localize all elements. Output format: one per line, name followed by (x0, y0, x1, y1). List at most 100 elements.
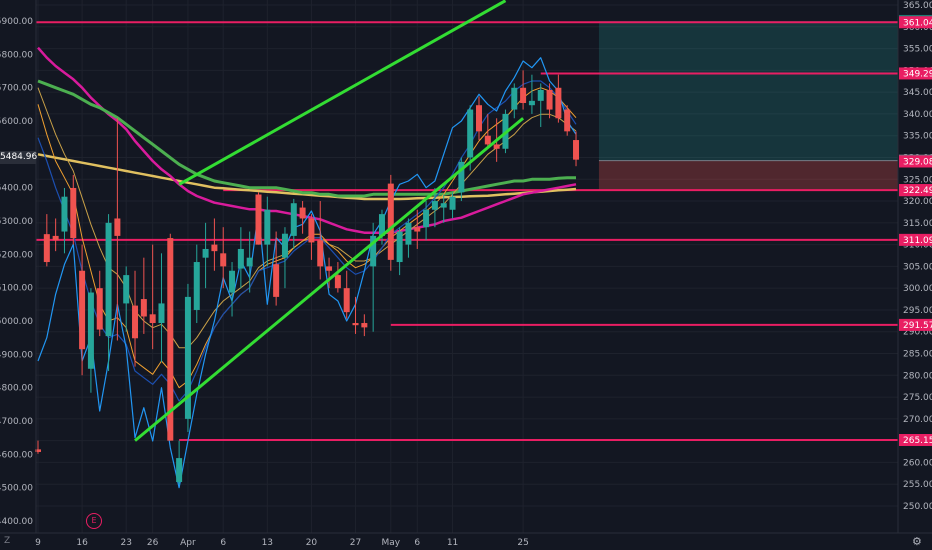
candle-body (281, 233, 288, 258)
time-tick-label: 16 (76, 538, 88, 548)
stop-loss-zone (598, 160, 898, 191)
candle-body (167, 238, 174, 441)
price-tag (899, 433, 932, 446)
price-blue-line (37, 57, 577, 489)
time-tick-label: May (381, 538, 400, 548)
candle-body (396, 231, 403, 263)
candle-body (70, 187, 77, 239)
price-tag (899, 67, 932, 80)
candle-body (87, 292, 94, 369)
candle-body (246, 257, 253, 267)
candle-body (105, 222, 112, 337)
candle-body (458, 161, 465, 193)
time-tick-label: 25 (517, 538, 528, 548)
candle-body (220, 253, 227, 267)
event-marker[interactable]: E (86, 513, 102, 529)
candle-body (290, 203, 297, 236)
right-tick-label: 315.00 (903, 219, 932, 229)
left-tick-label: 4700.00 (0, 417, 33, 427)
left-tick-label: 5000.00 (0, 317, 33, 327)
candle-body (96, 288, 103, 330)
left-tick-label: 5800.00 (0, 50, 33, 60)
candle-body (149, 314, 156, 324)
ema-orange-fast-line (37, 87, 577, 389)
left-axis[interactable] (0, 0, 36, 533)
right-tick-label: 285.00 (903, 350, 932, 360)
right-tick-label: 305.00 (903, 262, 932, 272)
time-axis[interactable] (0, 533, 932, 550)
candle-body (317, 240, 324, 267)
right-tick-label: 255.00 (903, 480, 932, 490)
candle-body (343, 288, 350, 313)
candle-body (229, 270, 236, 293)
left-tick-label: 5300.00 (0, 217, 33, 227)
left-tick-label: 4800.00 (0, 384, 33, 394)
candle-body (123, 275, 130, 304)
candle-body (511, 87, 518, 110)
candle-body (273, 264, 280, 297)
channel-upper-line (178, 0, 507, 186)
candle-body (493, 144, 500, 149)
right-tick-label: 355.00 (903, 45, 932, 55)
channel-lower-line (134, 117, 525, 442)
right-tick-label: 290.00 (903, 328, 932, 338)
candle-body (264, 209, 271, 245)
timezone-button[interactable]: Z (4, 536, 11, 546)
candle-body (573, 140, 580, 160)
left-tick-label: 4500.00 (0, 484, 33, 494)
right-tick-label: 295.00 (903, 306, 932, 316)
price-tag (899, 318, 932, 331)
candle-body (440, 203, 447, 208)
candle-body (520, 87, 527, 104)
price-tag (899, 184, 932, 197)
price-tag-label: 329.08 (903, 157, 932, 167)
candle-body (237, 248, 244, 269)
right-tick-label: 275.00 (903, 393, 932, 403)
candle-body (431, 201, 438, 210)
settings-icon[interactable]: ⚙ (912, 535, 922, 548)
candle-body (484, 135, 491, 145)
candle-body (537, 89, 544, 101)
right-tick-label: 335.00 (903, 132, 932, 142)
left-tick-label: 5700.00 (0, 84, 33, 94)
price-tag-label: 265.15 (903, 436, 932, 446)
left-tick-label: 4900.00 (0, 350, 33, 360)
left-tick-label: 4600.00 (0, 450, 33, 460)
candle-body (361, 323, 368, 328)
price-tag-label: 311.09 (903, 236, 932, 246)
candle-body (184, 296, 191, 419)
right-axis[interactable] (898, 0, 932, 533)
take-profit-zone (598, 20, 898, 161)
right-tick-label: 280.00 (903, 371, 932, 381)
candle-body (158, 303, 165, 324)
time-tick-label: 11 (447, 538, 458, 548)
candle-body (334, 275, 341, 289)
price-tag-label: 361.04 (903, 18, 932, 28)
right-tick-label: 250.00 (903, 502, 932, 512)
left-tick-label: 4400.00 (0, 517, 33, 527)
candle-body (35, 449, 41, 452)
candle-body (140, 299, 147, 317)
time-tick-label: Apr (180, 538, 196, 548)
left-tick-label: 5900.00 (0, 17, 33, 27)
right-tick-label: 260.00 (903, 458, 932, 468)
candle-body (61, 196, 68, 232)
candle-body (370, 235, 377, 267)
candle-body (467, 109, 474, 158)
time-tick-label: 26 (147, 538, 159, 548)
time-tick-label: 13 (262, 538, 273, 548)
price-tag-label: 349.29 (903, 69, 932, 79)
time-tick-label: 27 (350, 538, 361, 548)
candle-body (405, 222, 412, 245)
candle-body (176, 458, 183, 483)
candle-body (79, 270, 86, 350)
candle-body (299, 207, 306, 219)
candle-body (255, 194, 262, 245)
left-tick-label: 5200.00 (0, 250, 33, 260)
candle-body (555, 87, 562, 119)
candle-body (352, 323, 359, 326)
candle-body (476, 105, 482, 132)
candle-body (193, 262, 200, 310)
